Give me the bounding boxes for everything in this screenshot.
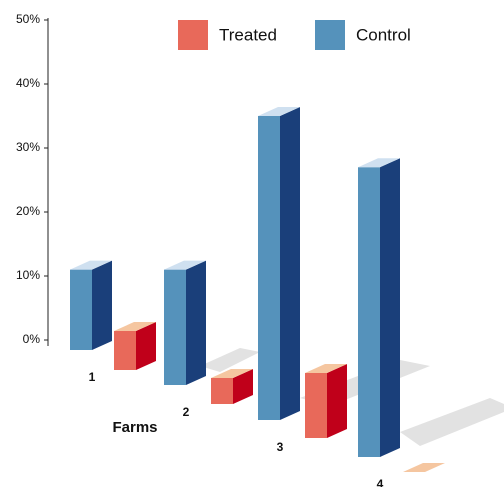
bar — [70, 260, 112, 350]
bar-front — [358, 167, 380, 457]
bar-front — [164, 269, 186, 385]
y-tick-label: 30% — [16, 140, 40, 154]
bar-top — [164, 260, 206, 270]
y-tick-label: 0% — [23, 332, 41, 346]
legend-swatch — [178, 20, 208, 50]
bar — [164, 260, 206, 385]
x-axis-label: Farms — [112, 419, 157, 436]
bar-front — [211, 378, 233, 404]
bar-side — [327, 364, 347, 438]
legend-swatch — [315, 20, 345, 50]
bar-side — [136, 322, 156, 370]
bar-top — [70, 260, 112, 270]
bar-top — [305, 364, 347, 373]
y-tick-label: 50% — [16, 12, 40, 26]
bar-side — [186, 260, 206, 385]
bar — [305, 364, 347, 438]
bar-front — [258, 116, 280, 420]
legend-label: Control — [356, 25, 411, 44]
bar-front — [114, 331, 136, 370]
bar — [358, 158, 400, 457]
bar-side — [380, 158, 400, 457]
y-tick-label: 20% — [16, 204, 40, 218]
bar — [211, 369, 253, 404]
bar-front — [70, 269, 92, 350]
bar-side — [233, 369, 253, 404]
bar — [258, 107, 300, 420]
bar-top — [358, 158, 400, 168]
bar — [403, 463, 445, 472]
bar-top — [114, 322, 156, 331]
x-tick-label: 4 — [377, 477, 384, 487]
bar-side — [280, 107, 300, 420]
legend-label: Treated — [219, 25, 277, 44]
y-tick-label: 10% — [16, 268, 40, 282]
bar-top — [403, 463, 445, 472]
x-tick-label: 1 — [89, 370, 96, 384]
x-tick-label: 3 — [277, 440, 284, 454]
x-tick-label: 2 — [183, 405, 190, 419]
bar-side — [92, 260, 112, 350]
bar-front — [305, 373, 327, 438]
y-tick-label: 40% — [16, 76, 40, 90]
bar — [114, 322, 156, 370]
bar-top — [211, 369, 253, 378]
bar-top — [258, 107, 300, 116]
